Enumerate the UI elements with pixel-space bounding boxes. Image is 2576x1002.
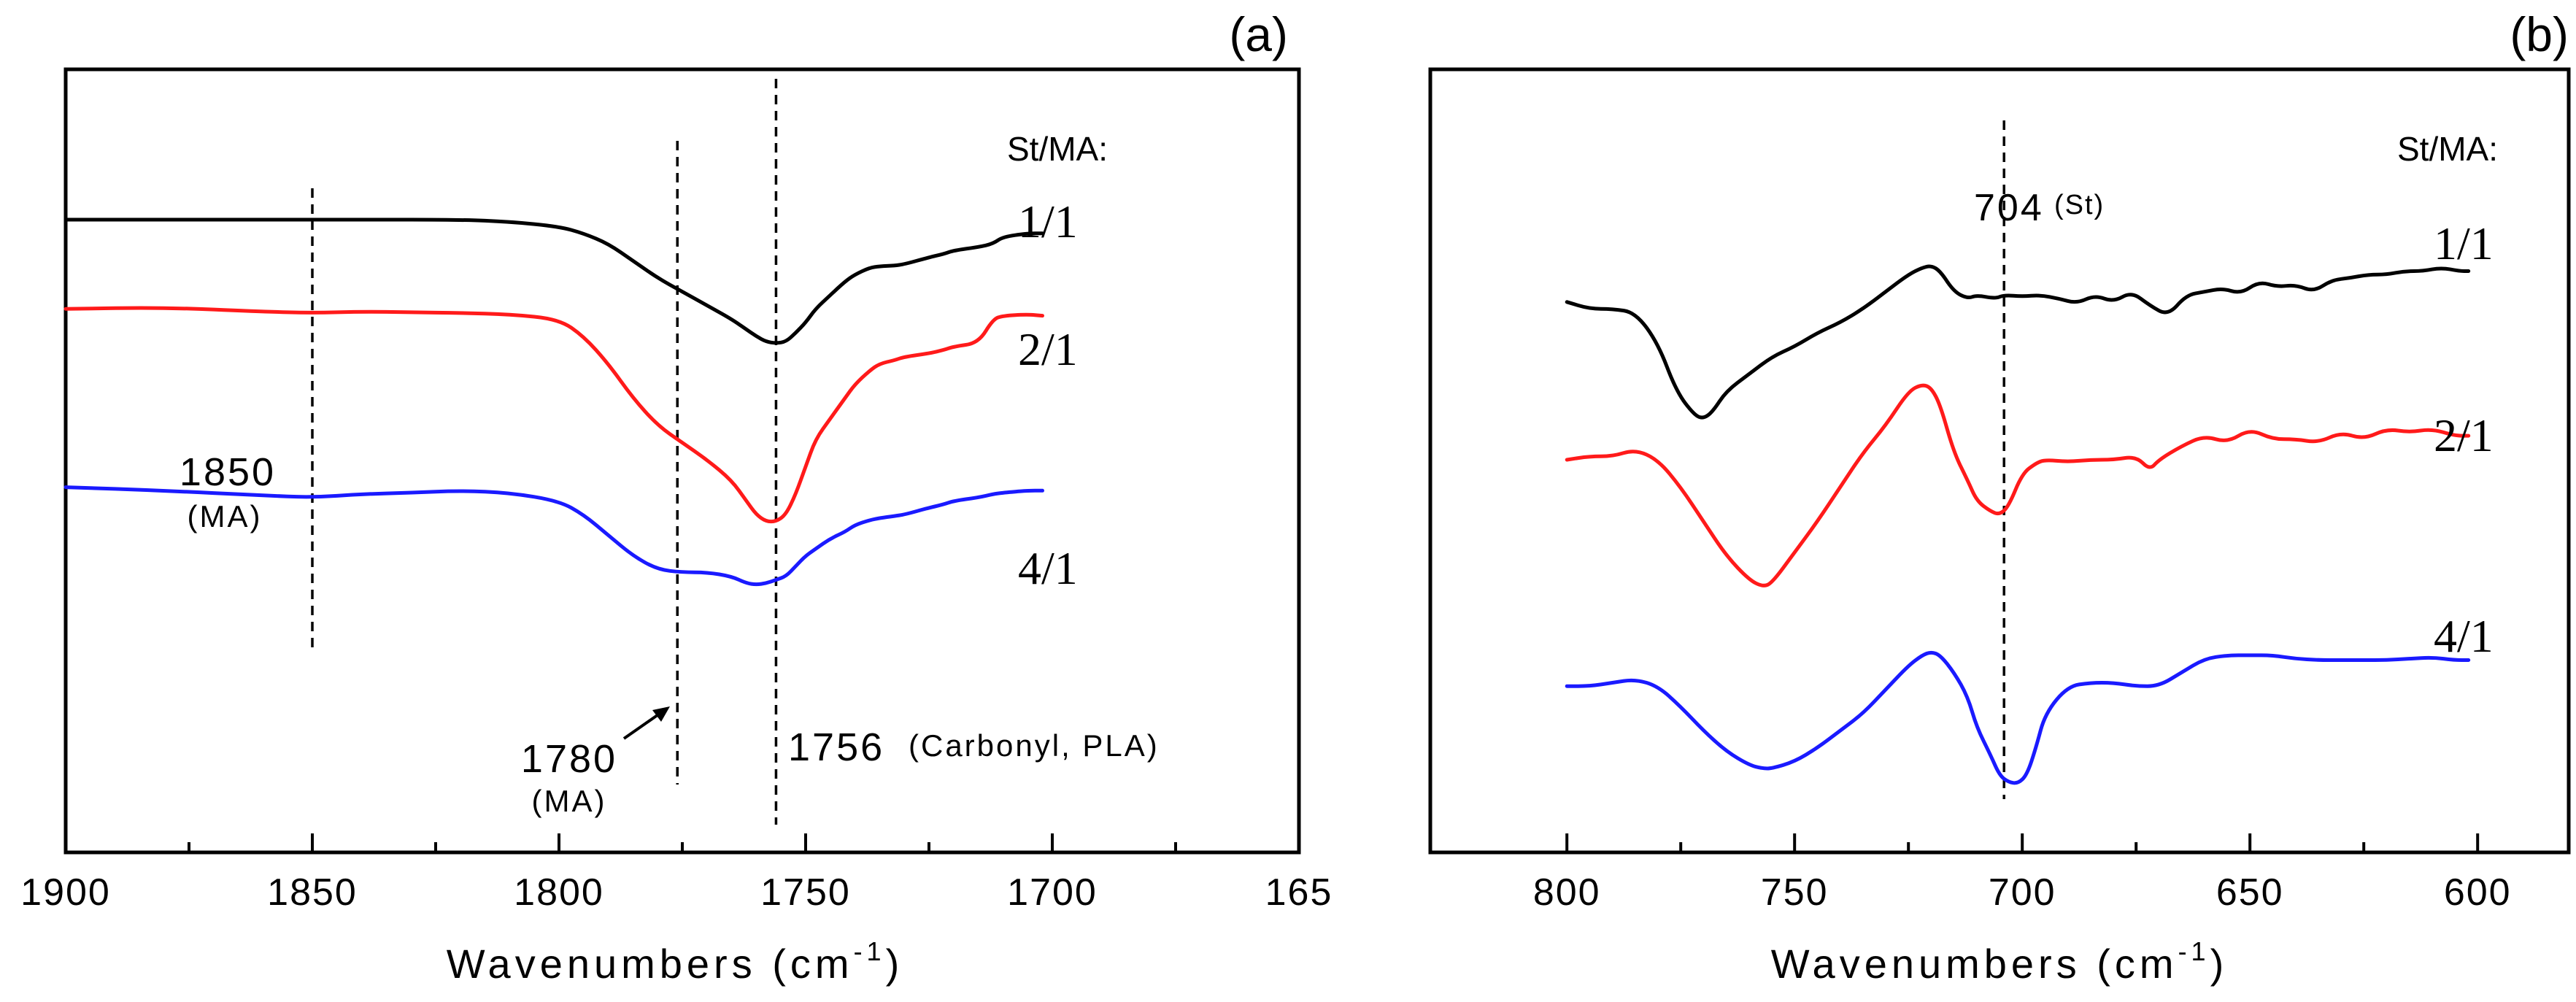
annotation-1850-number: 1850: [180, 450, 276, 494]
panel-a-series: [63, 217, 1044, 587]
annotation-1780-arrow: [622, 706, 670, 740]
panel-b-legend-2-1: 2/1: [2434, 409, 2494, 461]
panel-a-x-ticks: 1900 1850 1800 1750 1700 165: [20, 833, 1333, 914]
series-line-4-1: [1565, 650, 2471, 785]
x-tick-label-750: 750: [1761, 871, 1829, 914]
annotation-1780-ma: (MA): [532, 784, 607, 818]
panel-b-legend-title: St/MA:: [2397, 130, 2498, 168]
annotation-1756-description: (Carbonyl, PLA): [909, 728, 1160, 763]
panel-a-legend-1-1: 1/1: [1018, 196, 1078, 247]
x-tick-label-1900: 1900: [20, 871, 111, 914]
series-line-2-1: [63, 306, 1044, 524]
panel-a-guide-lines: [311, 79, 778, 825]
panel-b-legend-1-1: 1/1: [2434, 217, 2494, 269]
x-tick-label-1850: 1850: [267, 871, 358, 914]
panel-a-legend-title: St/MA:: [1007, 130, 1108, 168]
panel-a-x-axis-label: Wavenumbers (cm-1): [447, 936, 903, 987]
panel-b-x-axis-label: Wavenumbers (cm-1): [1771, 936, 2228, 987]
x-tick-label-1700: 1700: [1007, 871, 1098, 914]
panel-b-series: [1565, 264, 2471, 785]
panel-a-label: (a): [1229, 7, 1288, 61]
annotation-704-number: 704: [1974, 187, 2044, 229]
series-line-1-1: [1565, 264, 2471, 420]
series-line-2-1: [1565, 383, 2471, 587]
x-tick-label-165: 165: [1265, 871, 1333, 914]
panel-b-legend-4-1: 4/1: [2434, 610, 2494, 662]
annotation-1850-ma: (MA): [188, 499, 263, 533]
series-line-1-1: [63, 217, 1044, 345]
panel-b-frame: [1428, 67, 2571, 855]
x-tick-label-800: 800: [1533, 871, 1601, 914]
x-tick-label-1750: 1750: [760, 871, 851, 914]
panel-a-legend-4-1: 4/1: [1018, 542, 1078, 594]
panel-b-label: (b): [2510, 7, 2569, 61]
x-tick-label-700: 700: [1989, 871, 2056, 914]
panel-b: (b) 800 750 700 650 600 St/MA: 1/1 2/1 4/1 7…: [1428, 7, 2571, 987]
panel-a: (a) 1900 1850 1800 1750 1700 165 St/MA: 1/1 2…: [20, 7, 1333, 987]
series-line-4-1: [63, 485, 1044, 587]
panel-a-legend-2-1: 2/1: [1018, 323, 1078, 375]
annotation-1780-number: 1780: [521, 737, 617, 781]
x-tick-label-600: 600: [2444, 871, 2512, 914]
panel-b-x-ticks: 800 750 700 650 600: [1533, 833, 2512, 914]
annotation-704-st: (St): [2054, 190, 2105, 220]
annotation-1756-number: 1756: [788, 725, 884, 769]
x-tick-label-1800: 1800: [514, 871, 604, 914]
x-tick-label-650: 650: [2216, 871, 2284, 914]
